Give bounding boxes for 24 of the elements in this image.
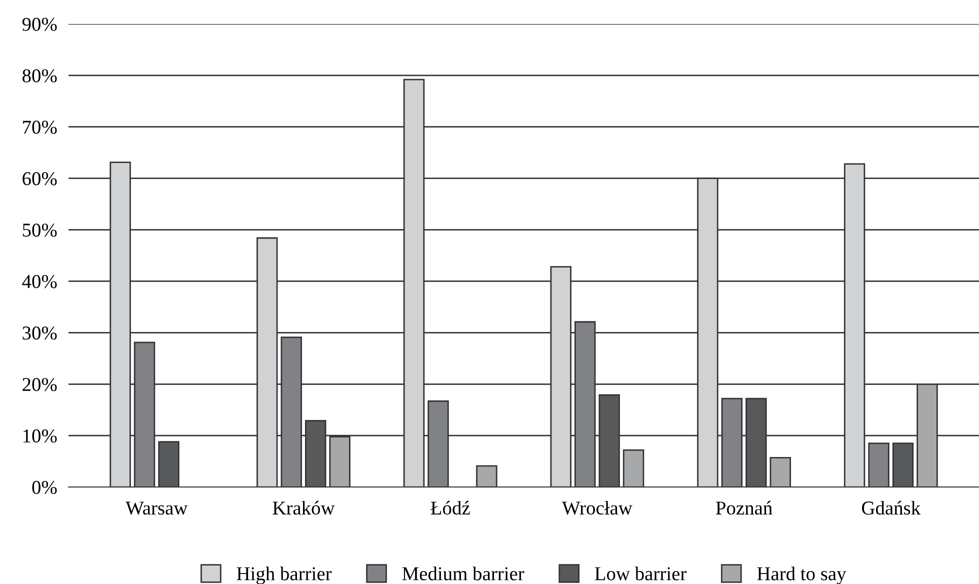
bar bbox=[770, 457, 791, 488]
legend-label: High barrier bbox=[236, 566, 332, 584]
x-tick-label: Warsaw bbox=[126, 502, 188, 515]
y-tick-label: 20% bbox=[22, 378, 57, 392]
y-tick-label: 40% bbox=[22, 275, 57, 288]
x-tick-label: Kraków bbox=[272, 500, 335, 515]
y-tick-label: 0% bbox=[32, 480, 57, 494]
legend-label: Low barrier bbox=[594, 566, 686, 580]
legend-label: Hard to say bbox=[757, 566, 846, 584]
x-tick-label: Łódź bbox=[430, 500, 470, 515]
y-tick-label: 70% bbox=[23, 120, 57, 134]
y-tick-label: 30% bbox=[22, 326, 57, 340]
y-tick-label: 10% bbox=[23, 429, 57, 443]
x-tick-label: Wrocław bbox=[562, 500, 632, 515]
y-tick-label: 90% bbox=[22, 18, 57, 31]
bar bbox=[868, 442, 890, 488]
y-tick-label: 80% bbox=[22, 69, 57, 82]
y-tick-label: 60% bbox=[22, 172, 57, 186]
y-tick-label: 50% bbox=[22, 224, 57, 237]
bar bbox=[476, 465, 498, 488]
legend-label: Medium barrier bbox=[402, 566, 524, 580]
bar bbox=[622, 449, 644, 488]
x-tick-label: Poznań bbox=[716, 500, 772, 515]
x-tick-label: Gdańsk bbox=[862, 500, 921, 515]
